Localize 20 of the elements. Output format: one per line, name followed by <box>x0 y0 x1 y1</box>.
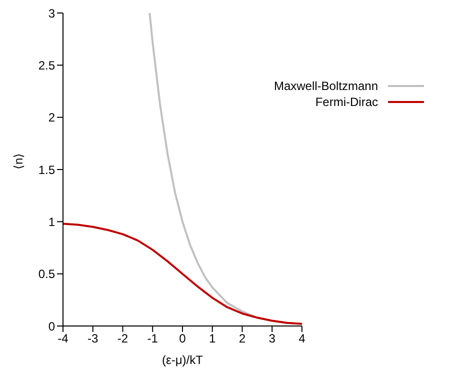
y-tick-label: 0 <box>48 319 56 334</box>
x-tick-label: 2 <box>238 332 246 346</box>
legend-label: Maxwell-Boltzmann <box>274 79 378 93</box>
y-tick-label: 3 <box>48 6 56 20</box>
x-tick-label: 4 <box>298 332 306 346</box>
y-tick-label: 0.5 <box>38 267 56 282</box>
legend-label: Fermi-Dirac <box>315 95 378 109</box>
x-tick-label: 0 <box>179 332 186 346</box>
y-tick-label: 1 <box>48 214 56 229</box>
x-axis-title: (ε-μ)/kT <box>162 353 204 367</box>
x-tick-label: 3 <box>268 332 276 346</box>
x-tick-label: 1 <box>209 332 216 346</box>
x-tick-label: -2 <box>117 332 128 346</box>
x-tick-label: -1 <box>147 332 158 346</box>
x-tick-label: -4 <box>58 332 69 346</box>
y-axis-title: ⟨n⟩ <box>11 152 26 170</box>
y-tick-label: 1.5 <box>38 162 56 177</box>
y-tick-label: 2.5 <box>38 58 56 72</box>
y-tick-label: 2 <box>48 110 56 125</box>
x-tick-label: -3 <box>88 332 99 346</box>
